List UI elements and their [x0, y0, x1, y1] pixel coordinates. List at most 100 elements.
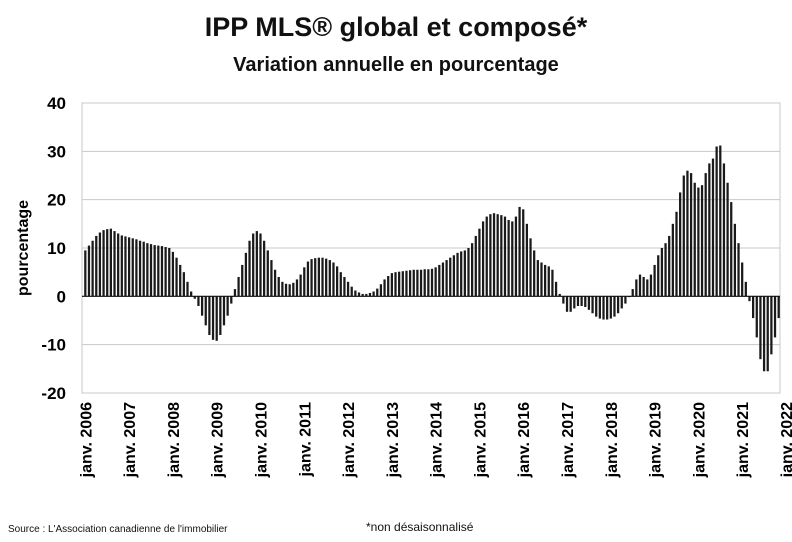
x-tick-label: janv. 2012 — [341, 402, 358, 478]
bar — [135, 239, 138, 297]
bar — [153, 245, 156, 297]
bar — [777, 296, 780, 319]
bar — [693, 182, 696, 297]
bar — [186, 281, 189, 297]
chart-title: IPP MLS® global et composé* — [204, 12, 588, 42]
bar — [602, 296, 605, 320]
bar — [398, 271, 401, 297]
bar — [704, 173, 707, 297]
bar — [354, 290, 357, 297]
bar — [350, 286, 353, 297]
bar — [675, 211, 678, 297]
bar — [113, 231, 116, 297]
bar — [91, 240, 94, 297]
bar — [576, 296, 580, 306]
source-note: Source : L'Association canadienne de l'i… — [8, 524, 228, 535]
bar — [668, 235, 671, 297]
bar — [266, 250, 269, 297]
bar — [511, 221, 514, 297]
bar — [492, 213, 496, 297]
bar — [496, 214, 499, 297]
bar — [248, 240, 251, 297]
bar — [405, 270, 408, 297]
bar — [277, 277, 280, 297]
bar — [259, 233, 262, 297]
bar — [547, 266, 550, 297]
bar — [554, 281, 558, 297]
bar — [770, 296, 773, 355]
bar — [558, 293, 561, 297]
bar — [773, 296, 777, 338]
bar — [124, 236, 127, 297]
bar — [343, 277, 346, 297]
chart-subtitle: Variation annuelle en pourcentage — [233, 54, 559, 76]
x-tick-label: janv. 2006 — [78, 402, 95, 478]
bar — [230, 296, 233, 304]
bar — [715, 146, 718, 297]
bar — [584, 296, 587, 307]
bar — [215, 296, 218, 341]
bar — [310, 259, 313, 297]
bar — [142, 241, 145, 297]
bar — [478, 228, 481, 297]
x-tick-label: janv. 2016 — [516, 402, 533, 478]
y-tick-label: 40 — [47, 94, 66, 113]
bar — [697, 187, 700, 297]
y-tick-label: 0 — [57, 287, 66, 306]
bar — [190, 291, 193, 297]
bar — [700, 185, 704, 297]
bar — [533, 250, 536, 297]
x-tick-label: janv. 2014 — [429, 402, 446, 478]
bar — [157, 245, 160, 297]
bar — [303, 267, 306, 297]
bar — [766, 296, 769, 372]
bar — [98, 232, 102, 297]
bar — [84, 250, 87, 297]
bar — [288, 284, 291, 297]
bar — [606, 296, 609, 320]
bar — [598, 296, 601, 319]
bar — [744, 281, 747, 297]
x-tick-label: janv. 2007 — [122, 402, 139, 478]
bar — [759, 296, 762, 360]
bar — [507, 219, 510, 297]
bar — [529, 238, 532, 297]
bar — [423, 269, 426, 297]
bar — [500, 215, 503, 297]
bar — [660, 248, 664, 297]
x-tick-label: janv. 2015 — [472, 402, 489, 478]
bar — [719, 145, 722, 297]
bar — [474, 235, 477, 297]
bar — [689, 173, 693, 297]
x-tick-label: janv. 2017 — [560, 402, 577, 478]
bar — [449, 257, 452, 297]
bar — [376, 288, 379, 297]
bar — [197, 296, 200, 306]
bar — [481, 221, 485, 297]
bar — [679, 192, 682, 297]
bar — [171, 251, 175, 297]
bar — [127, 237, 131, 297]
x-tick-label: janv. 2009 — [210, 402, 227, 478]
bar — [346, 281, 350, 297]
bar — [339, 272, 342, 297]
bar — [708, 163, 711, 297]
bar — [87, 245, 91, 297]
bar — [208, 296, 211, 335]
bar — [562, 296, 565, 304]
bar — [762, 296, 766, 372]
bar — [408, 270, 412, 297]
bar — [193, 296, 196, 299]
bar — [102, 230, 105, 297]
bar — [317, 257, 320, 297]
bar — [270, 260, 273, 297]
bar — [460, 251, 463, 297]
bar — [182, 272, 185, 297]
x-tick-label: janv. 2010 — [254, 402, 271, 478]
bar — [357, 292, 361, 297]
bar — [730, 202, 733, 297]
bar — [522, 209, 525, 297]
bar — [117, 233, 120, 297]
bar — [149, 244, 153, 297]
bar — [226, 296, 229, 316]
